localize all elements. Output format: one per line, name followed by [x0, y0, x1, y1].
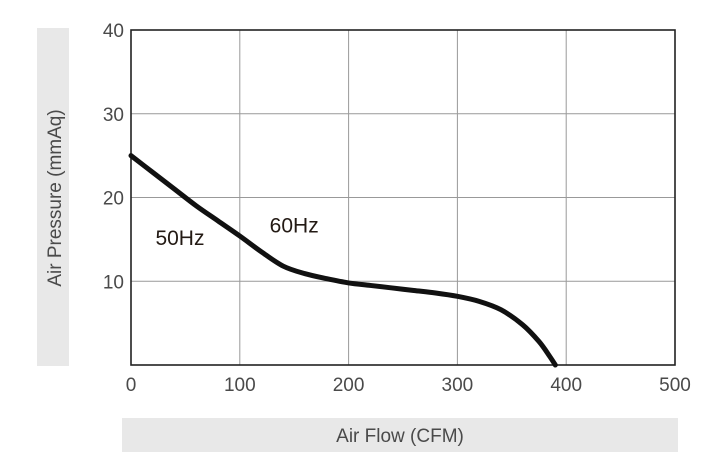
y-axis-title-band	[37, 28, 69, 366]
annotations: 50Hz 60Hz	[155, 215, 318, 251]
x-tick-label: 0	[126, 375, 137, 396]
y-tick-label: 10	[103, 272, 124, 293]
y-axis-title: Air Pressure (mmAq)	[45, 109, 66, 286]
y-tick-labels: 10 20 30 40	[103, 21, 124, 293]
y-tick-label: 20	[103, 189, 124, 210]
x-tick-label: 100	[224, 375, 256, 396]
air-flow-pressure-curve	[128, 153, 558, 368]
x-axis-title-band	[122, 418, 678, 452]
annotation-label: 50Hz	[155, 227, 204, 250]
y-tick-label: 40	[103, 21, 124, 42]
x-axis-title: Air Flow (CFM)	[336, 426, 464, 447]
x-tick-label: 500	[659, 375, 691, 396]
plot-frame	[130, 29, 676, 366]
annotation-label: 60Hz	[270, 215, 319, 238]
x-tick-labels: 0 100 200 300 400 500	[126, 375, 691, 396]
y-tick-label: 30	[103, 105, 124, 126]
x-tick-label: 200	[333, 375, 365, 396]
x-tick-label: 400	[550, 375, 582, 396]
x-tick-label: 300	[442, 375, 474, 396]
grid	[131, 30, 675, 365]
